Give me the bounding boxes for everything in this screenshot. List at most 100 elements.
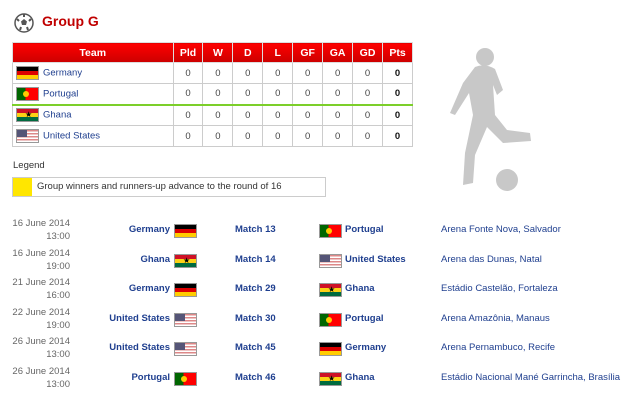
team-cell: Ghana — [12, 104, 174, 126]
away-team[interactable]: Germany — [345, 342, 387, 354]
home-team[interactable]: United States — [109, 312, 170, 324]
match-datetime: 16 June 2014 13:00 — [12, 217, 70, 243]
match-date: 21 June 2014 — [12, 277, 70, 289]
match-number[interactable]: Match 13 — [235, 224, 276, 235]
stat-cell: 0 — [322, 125, 354, 147]
legend-swatch — [13, 178, 32, 196]
flag-icon — [16, 129, 39, 143]
venue[interactable]: Arena Fonte Nova, Salvador — [441, 224, 561, 235]
stat-cell: 0 — [232, 62, 264, 84]
home-team[interactable]: United States — [109, 342, 170, 354]
flag-icon — [174, 312, 197, 327]
match-datetime: 26 June 2014 13:00 — [12, 335, 70, 361]
soccer-ball-icon — [14, 13, 34, 33]
stat-cell: 0 — [352, 125, 383, 147]
home-team[interactable]: Germany — [128, 283, 170, 295]
stat-cell: 0 — [382, 104, 413, 126]
match-number[interactable]: Match 30 — [235, 312, 276, 324]
stat-cell: 0 — [352, 104, 383, 126]
away-team[interactable]: Ghana — [345, 283, 375, 295]
stat-cell: 0 — [382, 125, 413, 147]
team-name[interactable]: Portugal — [43, 88, 79, 100]
flag-icon — [174, 253, 197, 268]
match-date: 26 June 2014 — [12, 366, 70, 377]
column-header[interactable]: Pld — [172, 42, 204, 63]
stat-cell: 0 — [292, 104, 324, 126]
stat-cell: 0 — [232, 125, 264, 147]
match-datetime: 21 June 2014 16:00 — [12, 276, 70, 302]
column-header[interactable]: Pts — [382, 42, 413, 63]
stat-cell: 0 — [262, 62, 294, 84]
flag-icon — [319, 224, 342, 238]
stat-cell: 0 — [262, 83, 294, 106]
away-team[interactable]: Portugal — [345, 224, 384, 235]
stat-cell: 0 — [292, 62, 324, 84]
away-team[interactable]: United States — [345, 253, 406, 265]
column-header[interactable]: GD — [352, 42, 383, 63]
column-header[interactable]: D — [232, 42, 264, 63]
away-team[interactable]: Portugal — [345, 312, 384, 324]
column-header[interactable]: W — [202, 42, 234, 63]
match-number[interactable]: Match 14 — [235, 253, 276, 265]
match-date: 16 June 2014 — [12, 247, 70, 259]
home-team[interactable]: Portugal — [131, 372, 170, 383]
flag-icon — [16, 86, 39, 101]
match-time: 13:00 — [46, 379, 70, 390]
flag-icon — [16, 66, 39, 80]
stat-cell: 0 — [382, 62, 413, 84]
stat-cell: 0 — [202, 62, 234, 84]
venue[interactable]: Arena das Dunas, Natal — [441, 253, 542, 265]
venue[interactable]: Arena Amazônia, Manaus — [441, 312, 550, 324]
home-team[interactable]: Ghana — [140, 253, 170, 265]
column-header[interactable]: GF — [292, 42, 324, 63]
standings-table: Team Pld W D L GF GA GD Pts Germany 0 0 0 0 0 0 0 0 Portu… — [12, 42, 413, 147]
column-header[interactable]: Team — [12, 42, 174, 63]
match-row: 16 June 2014 13:00 Germany Match 13 Portu… — [0, 217, 640, 247]
stat-cell: 0 — [352, 62, 383, 84]
home-team[interactable]: Germany — [128, 224, 170, 235]
match-date: 16 June 2014 — [12, 218, 70, 229]
flag-icon — [319, 372, 342, 386]
match-datetime: 26 June 2014 13:00 — [12, 365, 70, 391]
stat-cell: 0 — [172, 104, 204, 126]
stat-cell: 0 — [292, 83, 324, 106]
match-datetime: 16 June 2014 19:00 — [12, 247, 70, 273]
match-row: 26 June 2014 13:00 United States Match 45… — [0, 335, 640, 365]
team-name[interactable]: Ghana — [43, 109, 72, 121]
table-row: Portugal 0 0 0 0 0 0 0 0 — [12, 83, 413, 106]
match-time: 16:00 — [46, 290, 70, 302]
venue[interactable]: Estádio Castelão, Fortaleza — [441, 283, 558, 295]
stat-cell: 0 — [262, 125, 294, 147]
stat-cell: 0 — [232, 104, 264, 126]
match-number[interactable]: Match 45 — [235, 342, 276, 354]
stat-cell: 0 — [202, 83, 234, 106]
match-date: 22 June 2014 — [12, 306, 70, 318]
stat-cell: 0 — [352, 83, 383, 106]
match-row: 22 June 2014 19:00 United States Match 30… — [0, 306, 640, 336]
stat-cell: 0 — [202, 104, 234, 126]
venue[interactable]: Estádio Nacional Mané Garrincha, Brasíli… — [441, 372, 621, 383]
match-number[interactable]: Match 29 — [235, 283, 276, 295]
stat-cell: 0 — [232, 83, 264, 106]
legend-box: Group winners and runners-up advance to … — [12, 177, 326, 197]
team-name[interactable]: Germany — [43, 67, 83, 79]
stat-cell: 0 — [382, 83, 413, 106]
stat-cell: 0 — [172, 83, 204, 106]
team-name[interactable]: United States — [43, 130, 101, 142]
team-cell: Portugal — [12, 83, 174, 106]
stat-cell: 0 — [262, 104, 294, 126]
stat-cell: 0 — [202, 125, 234, 147]
match-row: 26 June 2014 13:00 Portugal Match 46 Ghan… — [0, 365, 640, 395]
stat-cell: 0 — [322, 83, 354, 106]
team-cell: Germany — [12, 62, 174, 84]
flag-icon — [174, 342, 197, 357]
match-time: 19:00 — [46, 319, 70, 331]
column-header[interactable]: L — [262, 42, 294, 63]
away-team[interactable]: Ghana — [345, 372, 375, 383]
match-number[interactable]: Match 46 — [235, 372, 276, 383]
match-time: 13:00 — [46, 349, 70, 361]
venue[interactable]: Arena Pernambuco, Recife — [441, 342, 556, 354]
column-header[interactable]: GA — [322, 42, 354, 63]
